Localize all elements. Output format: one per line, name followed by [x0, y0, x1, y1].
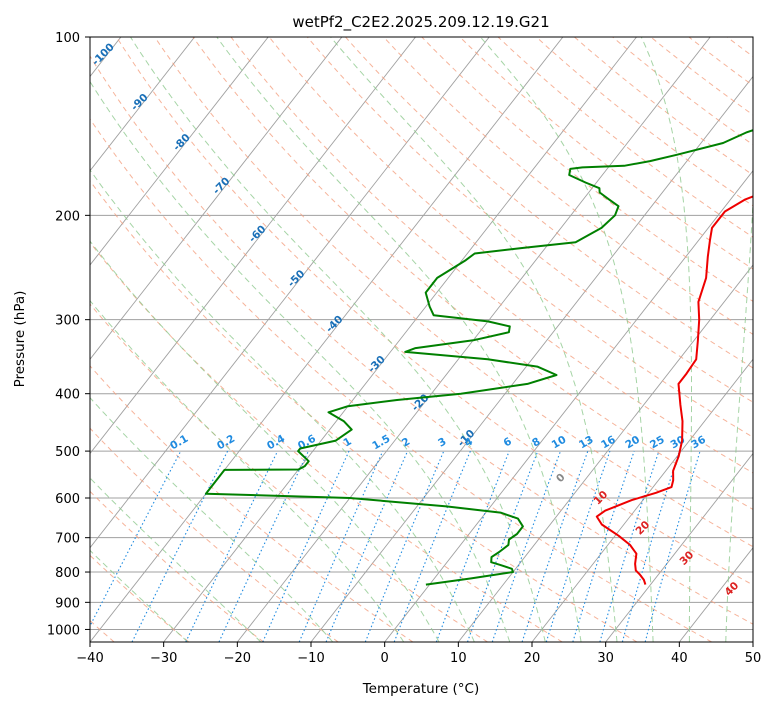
isotherm-lines: [90, 37, 753, 642]
mixing-ratio-line: [644, 450, 701, 642]
dry-adiabat-lines: [90, 37, 753, 642]
mixing-ratio-line: [572, 450, 635, 642]
dry-adiabat-line: [421, 37, 753, 302]
moist-adiabat-line: [90, 169, 475, 642]
y-tick-label: 100: [55, 31, 80, 46]
plot-area: -100-90-80-70-60-50-40-30-20-10010203040…: [90, 37, 753, 642]
plot-frame: [89, 36, 754, 643]
mixing-ratio-line: [466, 450, 539, 642]
moist-adiabat-line: [480, 37, 654, 642]
x-tick-label: 10: [450, 651, 467, 666]
x-tick-label: 30: [597, 651, 614, 666]
x-axis-ticks: −40 −30 −20 −10 0 10 20 30 40 50: [76, 642, 761, 666]
mixing-ratio-line: [325, 450, 409, 642]
isotherm-line: [90, 37, 417, 455]
x-tick-label: −20: [224, 651, 251, 666]
dry-adiabat-line: [90, 55, 753, 625]
mixing-ratio-line: [262, 450, 350, 642]
moist-adiabat-line: [725, 193, 753, 642]
moist-adiabat-line: [90, 549, 189, 642]
isotherm-line: [90, 37, 564, 642]
x-axis-label: Temperature (°C): [362, 681, 480, 697]
y-tick-label: 600: [55, 492, 80, 507]
x-tick-label: −10: [297, 651, 324, 666]
dry-adiabat-line: [345, 37, 753, 369]
isotherm-line: [384, 170, 753, 642]
x-tick-label: −30: [150, 651, 177, 666]
dry-adiabat-line: [90, 554, 190, 642]
mixing-ratio-line: [393, 450, 471, 642]
mixing-ratio-line: [491, 450, 562, 642]
x-tick-label: −40: [76, 651, 103, 666]
isotherm-line: [90, 37, 343, 360]
dry-adiabat-line: [230, 37, 753, 474]
dry-adiabat-line: [90, 490, 264, 642]
moist-adiabat-line: [90, 240, 440, 642]
y-tick-label: 200: [55, 209, 80, 224]
mixing-ratio-line: [435, 450, 510, 642]
dry-adiabat-line: [90, 118, 712, 642]
y-tick-label: 700: [55, 532, 80, 547]
moist-adiabat-line: [330, 37, 618, 642]
moist-adiabat-line: [640, 37, 692, 642]
chart-title: wetPf2_C2E2.2025.209.12.19.G21: [292, 13, 549, 32]
moist-adiabat-line: [90, 80, 511, 642]
mixing-ratio-line: [364, 450, 445, 642]
dry-adiabat-line: [90, 241, 563, 642]
y-axis-ticks: 100 200 300 400 500 600 700 800 900 1000: [47, 31, 90, 638]
y-tick-label: 500: [55, 445, 80, 460]
mixing-ratio-line: [599, 450, 660, 642]
mixing-ratio-line: [545, 450, 611, 642]
isotherm-line: [90, 37, 490, 549]
dry-adiabat-line: [90, 180, 638, 642]
moist-adiabat-line: [90, 396, 334, 642]
y-tick-label: 400: [55, 388, 80, 403]
x-tick-label: 20: [524, 651, 541, 666]
y-tick-label: 800: [55, 566, 80, 581]
mixing-ratio-line: [521, 450, 589, 642]
isotherm-line: [605, 452, 753, 642]
y-tick-label: 1000: [47, 623, 80, 638]
dry-adiabat-line: [90, 303, 488, 642]
y-tick-label: 900: [55, 596, 80, 611]
y-tick-label: 300: [55, 314, 80, 329]
mixing-ratio-line: [621, 450, 680, 642]
dry-adiabat-line: [90, 427, 339, 642]
dry-adiabat-line: [192, 37, 753, 511]
mixing-ratio-line: [298, 450, 384, 642]
moist-adiabat-line: [90, 477, 262, 642]
x-tick-label: 50: [745, 651, 762, 666]
x-tick-label: 0: [381, 651, 389, 666]
sounding-series: [204, 129, 753, 586]
mixing-ratio-lines: [90, 450, 701, 642]
isotherm-line: [310, 75, 753, 642]
isotherm-line: [236, 37, 711, 642]
dewpoint-profile-line: [204, 129, 753, 586]
isotherm-line: [90, 37, 196, 172]
isotherm-line: [531, 358, 753, 642]
moist-adiabat-line: [216, 37, 582, 642]
moist-adiabat-line: [130, 37, 546, 642]
isotherm-line: [457, 264, 753, 642]
moist-adiabat-line: [90, 299, 405, 642]
x-tick-label: 40: [671, 651, 688, 666]
y-axis-label: Pressure (hPa): [12, 291, 28, 388]
temperature-profile-line: [595, 195, 753, 585]
moist-adiabat-lines: [90, 37, 753, 642]
isotherm-line: [163, 37, 638, 642]
isotherm-line: [90, 37, 269, 266]
dry-adiabat-line: [306, 37, 753, 403]
dry-adiabat-line: [116, 37, 753, 586]
